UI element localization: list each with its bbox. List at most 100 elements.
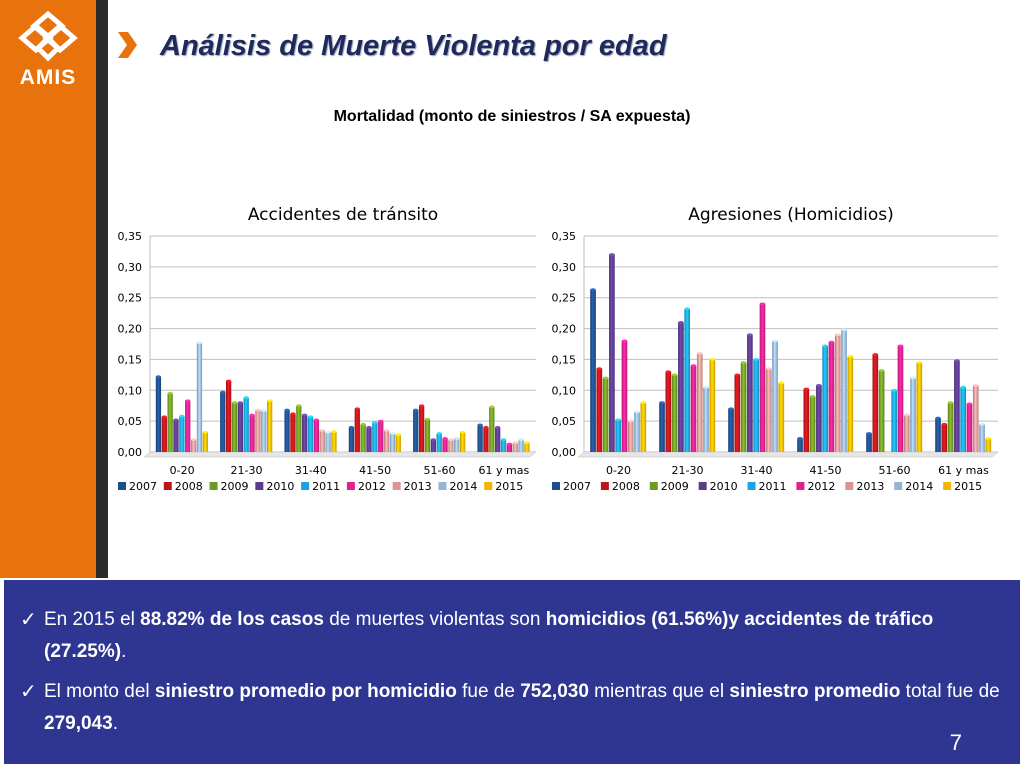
bar-2009-41-50 <box>360 424 366 452</box>
legend-label: 2010 <box>266 480 294 493</box>
bar-2010-21-30 <box>237 402 243 452</box>
legend-swatch <box>698 482 707 490</box>
bar-cap <box>696 351 703 355</box>
bar-cap <box>671 373 678 377</box>
bar-cap <box>765 367 772 371</box>
bar-cap <box>809 395 816 398</box>
legend-swatch <box>894 482 903 490</box>
chevron-right-icon <box>116 30 138 60</box>
chart-accidentes: Accidentes de tránsito 0,00 0,05 0,10 0,15 0,… <box>106 200 542 502</box>
bar-2008-51-60 <box>418 405 425 452</box>
bar-2008-41-50 <box>354 408 360 452</box>
legend-label: 2010 <box>710 480 738 493</box>
bar-2008-21-30 <box>665 371 672 452</box>
bar-2008-61 y mas <box>483 427 489 452</box>
bar-cap <box>627 419 634 423</box>
bar-cap <box>383 429 390 432</box>
bar-2013-31-40 <box>765 368 772 452</box>
legend-swatch <box>163 482 172 490</box>
bar-2015-41-50 <box>395 434 401 452</box>
bar-2007-0-20 <box>155 376 162 452</box>
legend-swatch <box>209 482 218 490</box>
check-icon: ✓ <box>20 681 37 703</box>
y-tick-label: 0,00 <box>552 446 577 459</box>
bar-cap <box>935 416 941 420</box>
bar-2015-21-30 <box>709 359 716 452</box>
x-tick-label: 31-40 <box>741 464 773 477</box>
y-tick-label: 0,30 <box>118 261 143 274</box>
bar-cap <box>659 401 665 405</box>
bar-cap <box>759 302 766 306</box>
x-tick-label: 51-60 <box>424 464 456 477</box>
bar-cap <box>903 413 910 417</box>
legend-swatch <box>747 482 756 490</box>
bar-2013-61 y mas <box>972 385 979 452</box>
bar-cap <box>378 419 384 423</box>
legend-label: 2012 <box>358 480 386 493</box>
bar-2007-51-60 <box>413 410 419 452</box>
bar-cap <box>179 414 185 418</box>
bar-2011-31-40 <box>307 416 314 452</box>
legend-swatch <box>346 482 355 490</box>
bar-cap <box>834 333 841 337</box>
bar-cap <box>941 422 948 426</box>
bar-cap <box>512 441 518 445</box>
bar-cap <box>202 430 208 434</box>
bar-2011-61 y mas <box>500 439 507 452</box>
bar-cap <box>261 409 267 413</box>
y-tick-label: 0,35 <box>552 230 577 243</box>
summary-bullet-1: ✓ En 2015 el 88.82% de los casos de muer… <box>20 604 1000 668</box>
bar-cap <box>828 340 835 344</box>
x-tick-label: 41-50 <box>359 464 391 477</box>
y-tick-label: 0,00 <box>118 446 143 459</box>
bar-2007-61 y mas <box>935 418 941 452</box>
legend-label: 2007 <box>563 480 591 493</box>
bar-2008-61 y mas <box>941 424 948 452</box>
bar-cap <box>847 354 854 358</box>
page-title: Análisis de Muerte Violenta por edad <box>160 30 667 62</box>
summary-bullet-1-text: En 2015 el 88.82% de los casos de muerte… <box>44 609 934 662</box>
legend-swatch <box>845 482 854 490</box>
bar-2008-51-60 <box>872 354 879 452</box>
bar-2010-0-20 <box>609 254 615 452</box>
bar-cap <box>747 333 753 337</box>
bar-2014-41-50 <box>389 433 396 452</box>
bar-cap <box>284 408 290 412</box>
bar-cap <box>430 438 436 442</box>
bar-2007-21-30 <box>659 402 665 452</box>
bar-cap <box>753 358 760 361</box>
y-tick-label: 0,10 <box>552 384 577 397</box>
bar-cap <box>954 359 960 363</box>
bar-cap <box>237 401 243 405</box>
bar-2012-41-50 <box>828 342 835 452</box>
bar-cap <box>424 417 431 421</box>
bar-cap <box>640 401 647 405</box>
bar-2015-51-60 <box>916 362 923 452</box>
bar-cap <box>395 433 401 437</box>
legend-label: 2008 <box>175 480 203 493</box>
sidebar-edge <box>96 0 108 578</box>
bar-2008-0-20 <box>596 368 603 452</box>
bar-2008-21-30 <box>225 381 232 452</box>
bar-2013-61 y mas <box>512 442 518 452</box>
y-tick-label: 0,15 <box>118 353 143 366</box>
bar-cap <box>709 358 716 361</box>
bar-2015-51-60 <box>460 432 466 452</box>
bar-2010-61 y mas <box>954 360 960 452</box>
bar-cap <box>500 438 507 442</box>
bar-2007-31-40 <box>728 408 734 452</box>
bar-2010-31-40 <box>302 414 308 452</box>
bar-cap <box>290 412 296 416</box>
bar-2007-0-20 <box>590 289 596 452</box>
legend-label: 2011 <box>759 480 787 493</box>
bar-2014-21-30 <box>703 387 709 452</box>
bar-2009-51-60 <box>424 419 431 452</box>
legend-swatch <box>255 482 264 490</box>
bar-2014-31-40 <box>772 340 778 452</box>
bar-cap <box>220 390 226 394</box>
bar-cap <box>728 407 734 411</box>
bar-cap <box>436 432 442 435</box>
bar-2010-51-60 <box>430 439 436 452</box>
bar-cap <box>225 379 232 383</box>
